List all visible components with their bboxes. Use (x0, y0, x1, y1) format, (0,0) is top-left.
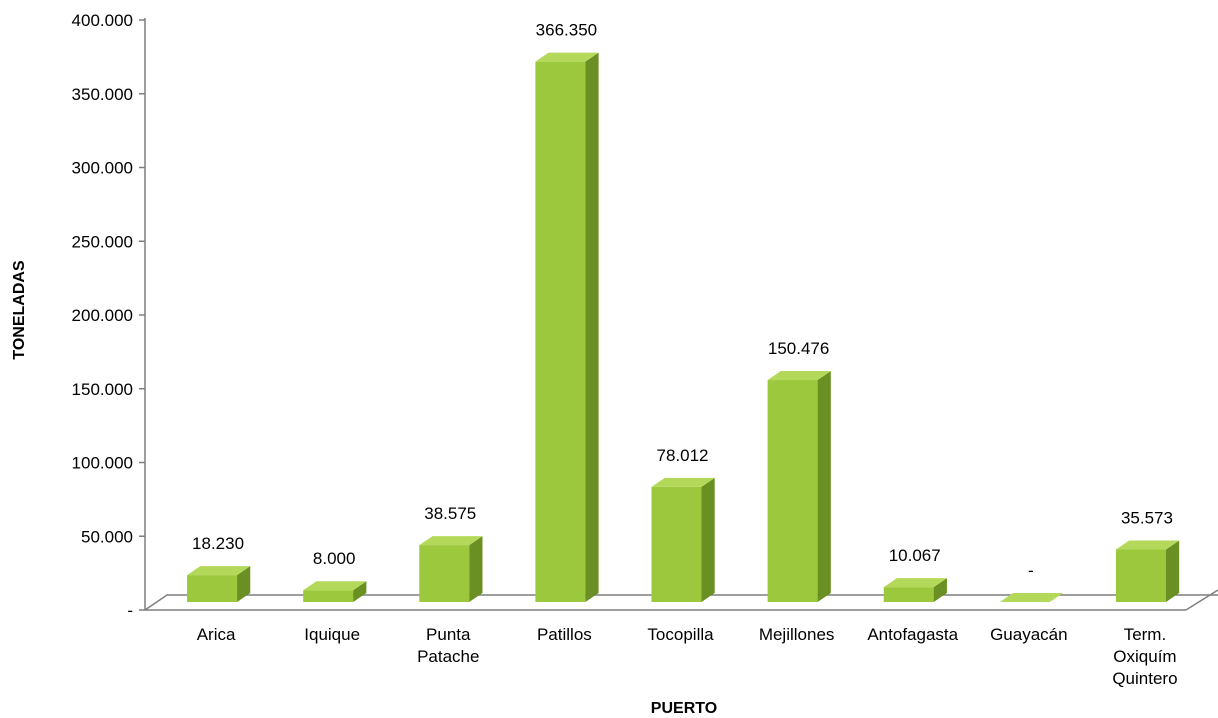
bar-top (303, 581, 367, 591)
bar-front (883, 587, 934, 602)
y-tick-label: 400.000 (72, 11, 133, 30)
y-tick-label: 150.000 (72, 380, 133, 399)
bar (535, 52, 599, 603)
floor-right-edge (1185, 589, 1218, 611)
bar-side (701, 477, 715, 602)
category-label: Patache (417, 647, 479, 666)
data-label: 366.350 (536, 21, 597, 40)
category-label: Punta (426, 625, 471, 644)
category-label: Arica (197, 625, 236, 644)
y-tick-label: - (127, 601, 133, 620)
data-label: 35.573 (1121, 509, 1173, 528)
bar-side (353, 581, 367, 602)
bar-front (303, 590, 354, 602)
bar-top (535, 52, 599, 62)
bar-top (1115, 540, 1180, 550)
data-label: 10.067 (889, 546, 941, 565)
bar-front (419, 545, 470, 602)
y-axis-title: TONELADAS (11, 260, 28, 360)
bar (883, 578, 947, 602)
x-axis-title: PUERTO (651, 700, 717, 717)
data-label: - (1028, 561, 1034, 580)
category-label: Guayacán (990, 625, 1068, 644)
bar (419, 536, 483, 602)
bar-side (585, 52, 599, 603)
category-label: Oxiquím (1113, 647, 1176, 666)
data-label: 38.575 (424, 504, 476, 523)
data-label: 18.230 (192, 534, 244, 553)
bar-top (187, 566, 251, 576)
bar-side (817, 371, 831, 602)
y-tick-label: 50.000 (81, 527, 133, 546)
y-tick-label: 300.000 (72, 159, 133, 178)
bar-front (651, 486, 702, 602)
bar-top (767, 371, 831, 381)
y-tick-label: 200.000 (72, 306, 133, 325)
labels: - 50.000 100.000 150.000 200.000 250.000 300.0… (72, 11, 1178, 688)
category-label: Term. (1124, 625, 1167, 644)
y-tick-label: 350.000 (72, 85, 133, 104)
bar (767, 371, 831, 602)
bar-top (999, 593, 1064, 602)
y-tick-label: 250.000 (72, 232, 133, 251)
bar (303, 581, 367, 602)
bar-front (767, 380, 818, 602)
bar (651, 477, 715, 602)
bars (187, 52, 1180, 603)
data-label: 8.000 (313, 549, 356, 568)
data-label: 150.476 (768, 339, 829, 358)
bar-side (469, 536, 483, 602)
bar-front (1115, 549, 1166, 602)
category-label: Patillos (537, 625, 592, 644)
y-tick-label: 100.000 (72, 454, 133, 473)
bar-top (651, 477, 715, 487)
category-label: Mejillones (759, 625, 835, 644)
bar-front (535, 61, 586, 603)
category-label: Tocopilla (647, 625, 714, 644)
bar (187, 566, 251, 602)
bar (1115, 540, 1180, 602)
bar-top (419, 536, 483, 546)
data-label: 78.012 (657, 446, 709, 465)
bar-side (237, 566, 251, 602)
category-label: Antofagasta (867, 625, 958, 644)
bar (999, 593, 1064, 602)
bar-top (883, 578, 947, 588)
bar-front (187, 575, 238, 602)
axes (139, 18, 1218, 611)
bar-side (1165, 540, 1180, 602)
category-label: Iquique (304, 625, 360, 644)
floor-back-edge (144, 594, 1218, 611)
category-label: Quintero (1112, 669, 1177, 688)
bar-side (933, 578, 947, 602)
